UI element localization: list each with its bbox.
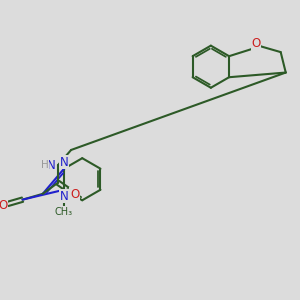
Text: CH₃: CH₃ bbox=[55, 207, 73, 217]
Text: H: H bbox=[40, 160, 48, 170]
Text: O: O bbox=[0, 199, 8, 212]
Text: N: N bbox=[47, 159, 56, 172]
Text: N: N bbox=[60, 156, 68, 169]
Text: N: N bbox=[60, 190, 68, 203]
Text: O: O bbox=[70, 188, 79, 201]
Text: O: O bbox=[251, 38, 260, 50]
